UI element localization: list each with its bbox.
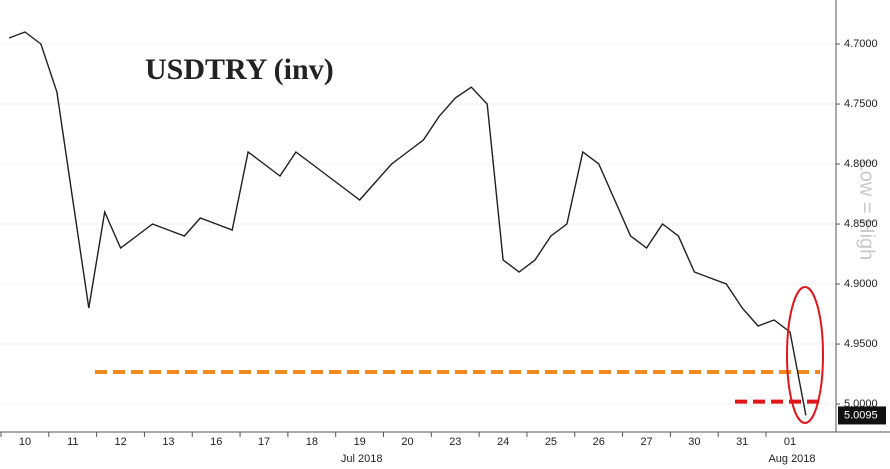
month-label: Aug 2018 bbox=[768, 453, 815, 465]
x-tick-label: 17 bbox=[258, 436, 270, 448]
x-tick-label: 26 bbox=[593, 436, 605, 448]
x-tick-label: 31 bbox=[736, 436, 748, 448]
x-tick-label: 23 bbox=[449, 436, 461, 448]
month-label: Jul 2018 bbox=[341, 453, 383, 465]
y-tick-label: 4.9000 bbox=[844, 278, 878, 290]
x-tick-label: 27 bbox=[640, 436, 652, 448]
y-tick-label: 4.8000 bbox=[844, 158, 878, 170]
x-tick-label: 11 bbox=[67, 436, 78, 448]
x-tick-label: 20 bbox=[401, 436, 413, 448]
last-value-label: 5.0095 bbox=[844, 409, 878, 421]
price-line bbox=[8, 31, 807, 416]
chart-title: USDTRY (inv) bbox=[145, 53, 334, 86]
x-tick-label: 12 bbox=[115, 436, 127, 448]
x-tick-label: 24 bbox=[497, 436, 509, 448]
y-tick-label: 4.7500 bbox=[844, 98, 878, 110]
y-tick-label: 4.9500 bbox=[844, 338, 878, 350]
x-tick-label: 30 bbox=[688, 436, 700, 448]
y-tick-label: 4.8500 bbox=[844, 218, 878, 230]
side-note: Low = High bbox=[856, 160, 878, 261]
x-tick-label: 19 bbox=[354, 436, 366, 448]
x-tick-label: 18 bbox=[306, 436, 318, 448]
x-tick-label: 16 bbox=[210, 436, 222, 448]
highlight bbox=[786, 286, 824, 424]
x-tick-label: 10 bbox=[19, 436, 31, 448]
last-value-box bbox=[838, 406, 886, 425]
x-tick-label: 25 bbox=[545, 436, 557, 448]
x-tick-label: 01 bbox=[784, 436, 796, 448]
x-tick-label: 13 bbox=[162, 436, 174, 448]
y-tick-label: 4.7000 bbox=[844, 38, 878, 50]
